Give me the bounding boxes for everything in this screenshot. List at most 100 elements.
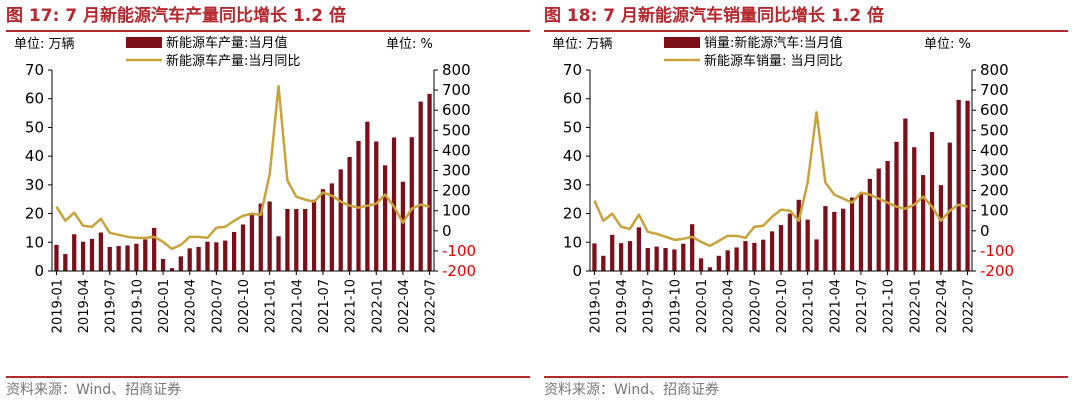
bar-2019-03 — [72, 234, 77, 271]
bar-2021-01 — [805, 219, 810, 271]
bar-2019-07 — [645, 248, 650, 271]
bar-2021-04 — [294, 208, 299, 271]
right-tick-label: 600 — [442, 101, 471, 119]
x-tick-label: 2021-01 — [802, 279, 817, 333]
bar-2021-06 — [311, 199, 317, 271]
bar-2019-12 — [690, 224, 695, 271]
left-tick-label: 50 — [563, 118, 582, 136]
bar-2020-01 — [698, 258, 704, 271]
right-tick-label: 100 — [980, 202, 1009, 220]
bar-2022-07 — [427, 93, 432, 271]
right-tick-label: 700 — [442, 81, 471, 99]
bar-2022-02 — [383, 165, 388, 271]
bar-2019-05 — [89, 238, 95, 271]
bar-2022-01 — [374, 141, 379, 271]
chart-title: 图 18: 7 月新能源汽车销量同比增长 1.2 倍 — [544, 6, 884, 26]
bar-2019-01 — [54, 244, 59, 271]
x-tick-label: 2022-04 — [397, 279, 412, 333]
bar-2020-08 — [223, 240, 228, 271]
left-tick-label: 30 — [25, 176, 44, 194]
source-note: 资料来源：Wind、招商证券 — [544, 382, 720, 398]
bar-2019-02 — [63, 254, 68, 271]
right-tick-label: 0 — [442, 222, 452, 240]
bar-2020-07 — [752, 242, 757, 271]
bar-2020-01 — [160, 258, 166, 271]
x-tick-label: 2021-04 — [290, 279, 305, 333]
bar-2021-02 — [814, 239, 819, 271]
bar-2021-05 — [841, 208, 846, 271]
right-tick-label: 0 — [980, 222, 990, 240]
bar-2020-04 — [725, 250, 730, 271]
title-divider — [544, 30, 1068, 32]
x-tick-label: 2020-07 — [748, 279, 763, 333]
bar-2019-11 — [143, 239, 148, 271]
right-tick-label: 200 — [980, 182, 1009, 200]
right-tick-label: 800 — [980, 61, 1009, 79]
legend-line-label: 新能源车产量:当月同比 — [166, 53, 300, 69]
bar-2021-11 — [356, 140, 361, 271]
x-tick-label: 2020-07 — [210, 279, 225, 333]
bar-2021-05 — [303, 208, 308, 271]
bar-2020-03 — [716, 255, 721, 271]
right-tick-label: 500 — [442, 121, 471, 139]
x-tick-label: 2020-04 — [722, 279, 737, 333]
bar-2019-03 — [610, 234, 615, 271]
left-tick-label: 70 — [25, 61, 44, 79]
bar-2020-10 — [778, 225, 784, 271]
right-tick-label: 700 — [980, 81, 1009, 99]
bar-2021-01 — [267, 201, 272, 271]
bar-2020-07 — [214, 242, 219, 271]
right-tick-label: 100 — [442, 202, 471, 220]
right-tick-label: 200 — [442, 182, 471, 200]
bar-2020-02 — [707, 267, 713, 271]
left-tick-label: 0 — [34, 262, 44, 280]
x-tick-label: 2021-10 — [882, 279, 897, 333]
chart-title: 图 17: 7 月新能源汽车产量同比增长 1.2 倍 — [6, 6, 346, 26]
x-tick-label: 2019-04 — [615, 279, 630, 333]
bar-2020-11 — [787, 213, 793, 271]
x-tick-label: 2019-01 — [588, 279, 603, 333]
x-tick-label: 2022-04 — [935, 279, 950, 333]
title-divider — [6, 30, 530, 32]
bar-2022-06 — [956, 99, 961, 271]
bar-2020-09 — [769, 231, 775, 271]
legend-bar-swatch — [126, 37, 162, 48]
bar-2022-06 — [418, 101, 423, 271]
right-tick-label: -200 — [980, 262, 1014, 280]
bar-2020-09 — [231, 231, 237, 271]
footer-divider — [6, 376, 530, 378]
bar-2019-11 — [681, 243, 686, 271]
bar-2021-10 — [885, 161, 890, 271]
bar-2019-09 — [663, 248, 668, 271]
left-tick-label: 70 — [563, 61, 582, 79]
right-tick-label: 600 — [980, 101, 1009, 119]
bar-2021-09 — [338, 169, 343, 271]
right-axis-unit: 单位: % — [924, 37, 971, 52]
bar-2021-08 — [329, 183, 334, 271]
bar-2022-03 — [929, 132, 935, 271]
right-tick-label: -100 — [442, 242, 476, 260]
bar-2019-12 — [152, 227, 157, 271]
bar-2021-07 — [858, 193, 864, 271]
bar-2019-09 — [125, 245, 130, 271]
bar-2020-03 — [178, 256, 183, 271]
x-tick-label: 2022-01 — [908, 279, 923, 333]
right-tick-label: 300 — [980, 162, 1009, 180]
legend-line-label: 新能源车销量: 当月同比 — [704, 53, 843, 69]
bar-2020-06 — [205, 241, 210, 271]
bar-2019-04 — [618, 243, 624, 271]
chart-panel-18: 图 18: 7 月新能源汽车销量同比增长 1.2 倍 单位: 万辆 单位: % 销量… — [544, 0, 1076, 404]
x-tick-label: 2021-07 — [317, 279, 332, 333]
bar-2021-09 — [876, 168, 881, 271]
bar-2020-02 — [169, 268, 175, 271]
right-tick-label: -100 — [980, 242, 1014, 260]
bar-2021-02 — [276, 236, 281, 271]
left-tick-label: 60 — [25, 90, 44, 108]
bar-2020-08 — [761, 239, 766, 271]
bar-2021-12 — [903, 118, 908, 271]
x-tick-label: 2019-04 — [77, 279, 92, 333]
bar-2020-11 — [249, 215, 255, 271]
bar-2019-08 — [116, 246, 121, 271]
x-tick-label: 2019-10 — [130, 279, 145, 333]
footer-divider — [544, 376, 1068, 378]
